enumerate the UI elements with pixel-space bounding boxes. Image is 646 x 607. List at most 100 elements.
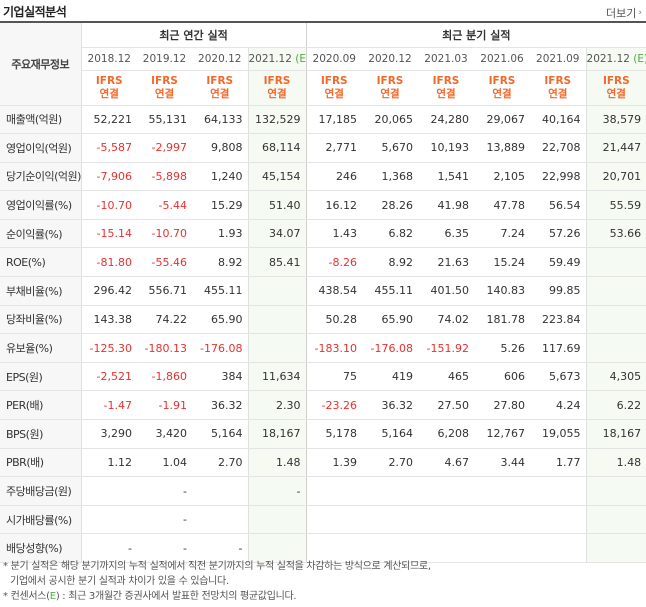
table-cell: 4,305 <box>585 362 646 392</box>
table-cell <box>530 476 587 506</box>
table-cell <box>81 476 137 506</box>
period-label: 2020.12 <box>368 52 412 65</box>
ifrs-label: IFRS <box>432 74 460 87</box>
row-label: 주당배당금(원) <box>0 476 82 506</box>
row-label: BPS(원) <box>0 419 82 449</box>
table-cell <box>585 533 646 563</box>
table-cell <box>81 505 137 535</box>
table-cell: 74.22 <box>137 305 192 335</box>
period-label: 2021.09 <box>536 52 580 65</box>
ifrs-label: IFRS <box>151 74 178 87</box>
table-cell: 53.66 <box>585 219 646 249</box>
footnote-2-suffix: ) : 최근 3개월간 증권사에서 발표한 전망치의 평균값입니다. <box>55 591 297 602</box>
ifrs-row: IFRS 연결 IFRS 연결 IFRS 연결 IFRS 연결 IFRS 연결 IFRS 연결 IFRS… <box>0 70 646 106</box>
table-cell <box>192 505 248 535</box>
table-cell: 5,673 <box>530 362 587 392</box>
table-cell: 1,240 <box>192 162 248 192</box>
table-cell: 143.38 <box>81 305 137 335</box>
table-cell: 140.83 <box>474 276 531 306</box>
table-cell: 1,541 <box>418 162 475 192</box>
ifrs-badge: IFRS 연결 <box>247 70 307 106</box>
table-cell: 132,529 <box>247 105 307 135</box>
table-cell: 419 <box>362 362 419 392</box>
table-cell: -176.08 <box>362 333 419 363</box>
table-cell <box>585 333 646 363</box>
table-cell: 22,998 <box>530 162 587 192</box>
row-label: 영업이익(억원) <box>0 133 82 163</box>
table-cell: 3,290 <box>81 419 137 449</box>
table-cell: 5,178 <box>306 419 363 449</box>
table-cell: 13,889 <box>474 133 531 163</box>
header-group-row: 주요재무정보 최근 연간 실적 최근 분기 실적 <box>0 21 646 106</box>
table-cell: 10,193 <box>418 133 475 163</box>
ifrs-badge: IFRS 연결 <box>306 70 363 106</box>
row-label: 매출액(억원) <box>0 105 82 135</box>
chevron-right-icon: › <box>638 8 642 18</box>
table-cell: 9,808 <box>192 133 248 163</box>
table-cell: 74.02 <box>418 305 475 335</box>
table-cell: 296.42 <box>81 276 137 306</box>
row-label: 당좌비율(%) <box>0 305 82 335</box>
table-cell: 5,670 <box>362 133 419 163</box>
table-cell <box>530 505 587 535</box>
table-cell: -2,997 <box>137 133 192 163</box>
table-cell: 65.90 <box>192 305 248 335</box>
period-header: 2021.03 <box>418 47 475 71</box>
table-cell: 384 <box>192 362 248 392</box>
table-row: 영업이익(억원) -5,587 -2,997 9,808 68,114 2,771 5,67… <box>0 133 646 163</box>
table-cell: - <box>192 533 248 563</box>
table-cell: 59.49 <box>530 247 587 278</box>
period-label: 2021.06 <box>480 52 524 65</box>
table-cell <box>306 533 363 563</box>
table-cell: 401.50 <box>418 276 475 306</box>
table-cell: 5.26 <box>474 333 531 363</box>
table-cell: 36.32 <box>362 390 419 421</box>
table-cell: 18,167 <box>247 419 307 449</box>
financial-summary-table: 주요재무정보 최근 연간 실적 최근 분기 실적 2018.12 2019.12 2… <box>0 21 646 563</box>
period-header: 2021.06 <box>474 47 531 71</box>
table-cell: 1.77 <box>530 448 587 478</box>
table-cell: 22,708 <box>530 133 587 163</box>
table-cell: 8.92 <box>192 247 248 278</box>
row-label: 부채비율(%) <box>0 276 82 306</box>
period-label: 2021.12 <box>248 52 292 65</box>
period-header: 2021.12 (E) <box>585 47 646 71</box>
table-cell: 556.71 <box>137 276 192 306</box>
table-cell: 38,579 <box>585 105 646 135</box>
table-cell: 27.50 <box>418 390 475 421</box>
period-header: 2020.12 <box>362 47 419 71</box>
row-label: 시가배당률(%) <box>0 505 82 535</box>
table-cell: -151.92 <box>418 333 475 363</box>
consolidated-label: 연결 <box>380 87 400 100</box>
table-cell: 6.22 <box>585 390 646 421</box>
table-cell <box>247 305 307 335</box>
table-cell: 7.24 <box>474 219 531 249</box>
more-link[interactable]: 더보기 › <box>606 5 642 21</box>
section-header: 기업실적분석 더보기 › <box>0 0 646 22</box>
section-title: 기업실적분석 <box>3 5 67 19</box>
table-cell: - <box>137 533 192 563</box>
table-cell: 50.28 <box>306 305 363 335</box>
table-cell: 64,133 <box>192 105 248 135</box>
table-cell: 1,368 <box>362 162 419 192</box>
ifrs-label: IFRS <box>95 74 123 87</box>
consolidated-label: 연결 <box>324 87 344 100</box>
footnote-2: * 컨센서스(E) : 최근 3개월간 증권사에서 발표한 전망치의 평균값입니… <box>3 589 431 604</box>
annual-group-header: 최근 연간 실적 <box>81 21 307 48</box>
table-cell: 2,105 <box>474 162 531 192</box>
ifrs-badge: IFRS 연결 <box>474 70 531 106</box>
table-cell: 45,154 <box>247 162 307 192</box>
table-cell: 41.98 <box>418 190 475 220</box>
table-cell: 438.54 <box>306 276 363 306</box>
table-cell: 8.92 <box>362 247 419 278</box>
table-row: 매출액(억원) 52,221 55,131 64,133 132,529 17,185 20… <box>0 105 646 135</box>
table-cell: 1.12 <box>81 448 137 478</box>
consolidated-label: 연결 <box>436 87 456 100</box>
table-cell: 3.44 <box>474 448 531 478</box>
table-cell <box>247 533 307 563</box>
table-cell: 15.24 <box>474 247 531 278</box>
table-cell: -10.70 <box>81 190 137 220</box>
table-cell: 1.43 <box>306 219 363 249</box>
table-row: 순이익률(%) -15.14 -10.70 1.93 34.07 1.43 6.82 6.35… <box>0 219 646 249</box>
footnotes: * 분기 실적은 해당 분기까지의 누적 실적에서 직전 분기까지의 누적 실적… <box>3 559 431 604</box>
